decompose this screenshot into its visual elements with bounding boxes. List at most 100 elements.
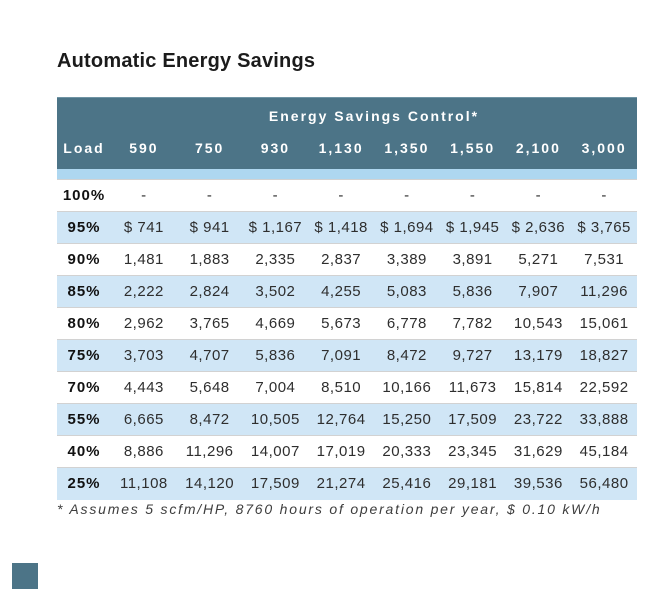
table-cell: 1,883 xyxy=(189,251,230,268)
table-cell: 20,333 xyxy=(382,443,432,460)
table-cell: - xyxy=(535,187,542,204)
table-cell: 8,472 xyxy=(189,411,230,428)
column-header: 3,000 xyxy=(571,134,637,169)
table-row: 55% 6,665 8,472 10,505 12,764 15,250 17,509 23,… xyxy=(57,403,637,436)
table-cell: 23,722 xyxy=(513,411,563,428)
banner-spacer xyxy=(57,97,111,134)
column-header: 2,100 xyxy=(505,134,572,169)
table-cell: 11,296 xyxy=(185,443,234,460)
row-load-label: 80% xyxy=(67,315,101,332)
table-cell: 2,222 xyxy=(123,283,164,300)
accent-strip xyxy=(57,169,637,180)
table-cell: 10,505 xyxy=(250,411,300,428)
table-cell: 5,673 xyxy=(321,315,362,332)
table-column-header-row: Load 590 750 930 1,130 1,350 1,550 2,100 3,000 xyxy=(57,134,637,169)
table-cell: 7,531 xyxy=(584,251,625,268)
table-cell: 4,443 xyxy=(123,379,164,396)
table-cell: 4,255 xyxy=(321,283,362,300)
table-cell: 13,179 xyxy=(513,347,563,364)
energy-savings-table: Energy Savings Control* Load 590 750 930 1,… xyxy=(57,97,637,500)
column-header: 750 xyxy=(176,134,243,169)
table-cell: 29,181 xyxy=(448,475,498,493)
table-cell: 31,629 xyxy=(513,443,563,460)
table-cell: 15,250 xyxy=(382,411,432,428)
table-cell: 14,120 xyxy=(185,475,235,493)
column-header: 590 xyxy=(111,134,177,169)
table-cell: 4,707 xyxy=(189,347,230,364)
table-row: 85% 2,222 2,824 3,502 4,255 5,083 5,836 7,907 11… xyxy=(57,275,637,308)
table-cell: 3,389 xyxy=(386,251,427,268)
table-cell: 10,543 xyxy=(513,315,563,332)
row-load-label: 100% xyxy=(62,187,106,204)
table-row: 100% - - - - - - - - xyxy=(57,179,637,212)
table-cell: - xyxy=(469,187,476,204)
table-cell: 10,166 xyxy=(382,379,432,396)
table-cell: - xyxy=(338,187,344,204)
row-load-label: 75% xyxy=(67,347,101,364)
table-cell: 5,083 xyxy=(386,283,427,300)
table-cell: 7,091 xyxy=(321,347,362,364)
table-cell: $ 741 xyxy=(123,219,164,236)
row-load-label: 90% xyxy=(67,251,101,268)
table-cell: $ 1,418 xyxy=(314,219,368,236)
table-row: 70% 4,443 5,648 7,004 8,510 10,166 11,673 15,81… xyxy=(57,371,637,404)
column-header: 1,130 xyxy=(308,134,374,169)
table-cell: 7,907 xyxy=(518,283,559,300)
table-cell: 11,296 xyxy=(580,283,628,300)
row-load-label: 40% xyxy=(67,443,101,460)
table-cell: 15,061 xyxy=(579,315,629,332)
table-cell: 39,536 xyxy=(513,475,563,493)
table-cell: 22,592 xyxy=(579,379,629,396)
table-cell: 2,335 xyxy=(255,251,296,268)
table-cell: 6,665 xyxy=(123,411,164,428)
table-cell: - xyxy=(601,187,607,204)
row-load-label: 85% xyxy=(67,283,101,300)
table-cell: 5,648 xyxy=(189,379,230,396)
table-banner-row: Energy Savings Control* xyxy=(57,97,637,134)
page-title: Automatic Energy Savings xyxy=(57,50,316,72)
table-cell: $ 1,167 xyxy=(248,219,303,236)
table-cell: 1,481 xyxy=(123,251,164,268)
table-row: 75% 3,703 4,707 5,836 7,091 8,472 9,727 13,179 1… xyxy=(57,339,637,372)
table-cell: 8,472 xyxy=(386,347,427,364)
table-cell: 11,673 xyxy=(448,379,497,396)
footnote: * Assumes 5 scfm/HP, 8760 hours of opera… xyxy=(57,501,602,517)
table-cell: 5,271 xyxy=(518,251,559,268)
table-cell: 17,509 xyxy=(448,411,498,428)
table-row: 80% 2,962 3,765 4,669 5,673 6,778 7,782 10,543 1… xyxy=(57,307,637,340)
table-cell: 8,510 xyxy=(321,379,362,396)
column-header: 1,550 xyxy=(439,134,506,169)
table-cell: 3,765 xyxy=(189,315,230,332)
table-cell: - xyxy=(206,187,213,204)
table-row: 25% 11,108 14,120 17,509 21,274 25,416 29,181 3… xyxy=(57,467,637,500)
table-cell: 5,836 xyxy=(452,283,493,300)
column-header: 1,350 xyxy=(374,134,440,169)
table-cell: 3,502 xyxy=(255,283,296,300)
table-cell: 3,891 xyxy=(452,251,493,268)
table-cell: 5,836 xyxy=(255,347,296,364)
table-cell: $ 1,945 xyxy=(445,219,500,236)
table-cell: 23,345 xyxy=(448,443,498,460)
table-cell: 17,019 xyxy=(316,443,366,460)
table-cell: 56,480 xyxy=(579,475,629,493)
table-cell: 12,764 xyxy=(316,411,366,428)
table-cell: 21,274 xyxy=(316,475,366,493)
row-load-label: 55% xyxy=(67,411,101,428)
table-cell: 3,703 xyxy=(123,347,164,364)
table-cell: 8,886 xyxy=(123,443,164,460)
column-header: 930 xyxy=(242,134,309,169)
table-cell: 2,837 xyxy=(321,251,362,268)
table-cell: 7,782 xyxy=(452,315,493,332)
table-cell: 2,824 xyxy=(189,283,230,300)
load-column-header: Load xyxy=(57,134,111,169)
table-cell: $ 3,765 xyxy=(577,219,631,236)
table-banner-title: Energy Savings Control* xyxy=(111,97,637,134)
table-cell: 18,827 xyxy=(579,347,629,364)
table-cell: $ 1,694 xyxy=(380,219,434,236)
table-cell: - xyxy=(404,187,410,204)
table-cell: 14,007 xyxy=(250,443,300,460)
table-cell: 2,962 xyxy=(123,315,164,332)
table-cell: $ 941 xyxy=(189,219,230,236)
table-cell: 17,509 xyxy=(250,475,300,493)
